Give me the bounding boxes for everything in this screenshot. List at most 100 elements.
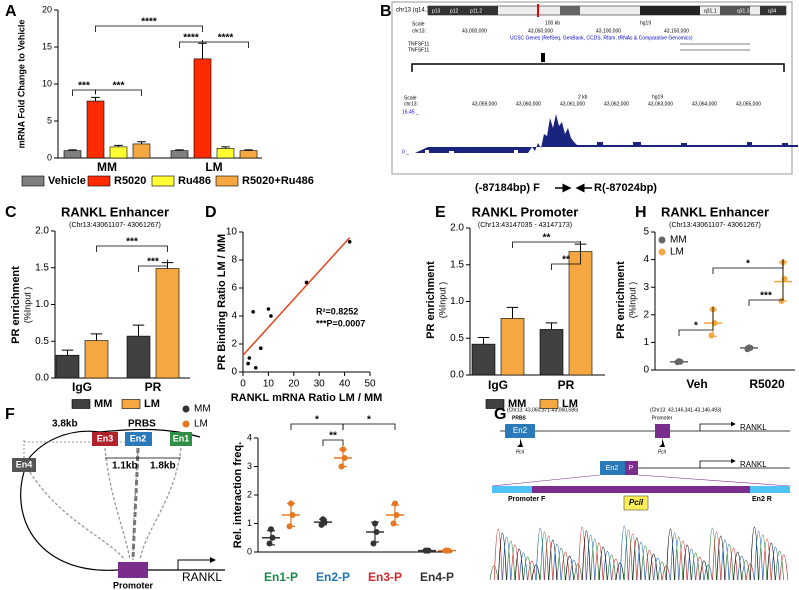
coverage-track	[415, 114, 798, 153]
trace-peak	[502, 537, 511, 581]
coords: (Chr13: 43,146,341-43,146,493)	[650, 407, 722, 413]
genome-browser: B chr13 (q14.11) p13 p12 p11.2 q31.1 q31…	[380, 1, 798, 194]
trace-peak	[754, 530, 763, 581]
position: 43,064,000	[692, 101, 717, 107]
coords: (Chr13: 43,060,371-43,060,586)	[507, 407, 579, 413]
scale-bar: 2 kb	[578, 94, 588, 100]
y-tick-label: 4	[231, 311, 237, 322]
significance-label: ***	[760, 291, 772, 302]
x-tick-label: En3-P	[368, 570, 402, 584]
primer-label: Promoter F	[508, 496, 546, 503]
scale-label: Scale	[404, 95, 417, 101]
trace-peak	[565, 555, 574, 581]
significance-label: *	[315, 415, 319, 426]
trace-peak	[745, 563, 755, 581]
trace-peak	[729, 547, 738, 581]
error-bar	[90, 333, 103, 341]
chrom-label: chr13:	[404, 101, 418, 107]
promoter-label: P	[629, 465, 634, 472]
legend-swatch	[21, 175, 45, 187]
legend-swatch	[215, 175, 239, 187]
trace-peak	[724, 543, 734, 581]
x-tick-label: 50	[364, 379, 376, 390]
coverage-max: 16.45 _	[402, 109, 419, 115]
y-tick-label: 1.0	[35, 299, 49, 310]
gene: TNFSF11	[408, 47, 430, 53]
prbs-label: PRBS	[512, 415, 527, 421]
bar	[539, 329, 564, 376]
y-tick-label: 2	[247, 489, 252, 499]
y-tick-label: 6	[231, 283, 237, 294]
trace-peak	[695, 556, 705, 581]
bar	[132, 143, 151, 159]
significance-label: ****	[141, 17, 157, 28]
site-label: PciI	[658, 449, 667, 455]
y-tick-label: 0	[643, 365, 649, 376]
x-tick-label: PR	[145, 380, 162, 394]
tss-arrow	[177, 557, 216, 570]
band-label: q31.3	[737, 8, 750, 14]
panel-label: F	[5, 406, 15, 423]
position: 43,059,000	[472, 101, 497, 107]
significance-label: ****	[218, 33, 234, 44]
trace-peak	[586, 534, 595, 581]
chromatin	[23, 428, 201, 466]
y-tick-label: 10	[42, 78, 52, 88]
error-bar	[198, 42, 207, 59]
legend-label: LM	[194, 419, 208, 430]
bar	[86, 100, 105, 159]
chart-title: RANKL Promoter	[472, 204, 579, 219]
scale-bar: 100 kb	[545, 20, 560, 26]
trace-peak	[771, 546, 780, 581]
significance-bracket	[551, 241, 581, 270]
trace-peak	[682, 544, 692, 581]
y-tick-label: 0	[247, 546, 252, 556]
trace-peak	[598, 546, 608, 581]
trace-peak	[758, 534, 768, 581]
legend-swatch	[121, 399, 141, 409]
y-tick-label: 1.5	[450, 259, 464, 270]
y-tick-label: 2.0	[450, 223, 464, 234]
legend-dot	[658, 248, 666, 256]
point	[246, 361, 250, 366]
point	[258, 346, 263, 351]
chrom-label: chr13:	[412, 28, 426, 34]
y-tick-label: 1.0	[450, 296, 464, 307]
distance-line	[23, 440, 140, 458]
trace-peak	[519, 552, 528, 581]
error-bar	[132, 324, 145, 337]
legend-dot	[658, 236, 666, 244]
gene-label: RANKL	[182, 570, 222, 584]
y-tick-label: 15	[42, 41, 52, 51]
x-tick-label: 0	[240, 379, 246, 390]
y-axis-label: PR enrichment	[615, 261, 627, 339]
significance-bracket	[95, 25, 203, 32]
significance-label: *	[746, 259, 750, 270]
bar	[109, 146, 128, 159]
significance-label: *	[367, 415, 371, 426]
panel-label: D	[205, 204, 217, 221]
legend-label: LM	[562, 398, 578, 410]
legend-swatch	[71, 399, 91, 409]
y-tick-label: 4	[247, 432, 252, 442]
primer-label: En2 R	[752, 496, 772, 503]
significance-bracket	[138, 259, 168, 272]
trace-peak	[632, 537, 642, 581]
position: 43,100,000	[596, 28, 621, 34]
enhancer-box	[170, 432, 192, 446]
point	[251, 310, 255, 314]
sequence-bar	[492, 486, 790, 493]
y-tick-label: 10	[226, 227, 238, 238]
trace-peak	[741, 559, 751, 581]
legend-label: R5020	[114, 175, 146, 187]
legend-label: R5020+Ru486	[242, 175, 314, 187]
y-axis-label: Rel. interaction freq.	[232, 442, 244, 548]
trace-peak	[569, 559, 579, 581]
point	[304, 280, 309, 285]
trace-peak	[649, 553, 658, 581]
site-label: PciI	[516, 449, 525, 455]
chart-title: RANKL Enhancer	[61, 204, 169, 219]
enhancer-label: En2	[130, 433, 147, 443]
y-tick-label: 0.5	[450, 333, 464, 344]
